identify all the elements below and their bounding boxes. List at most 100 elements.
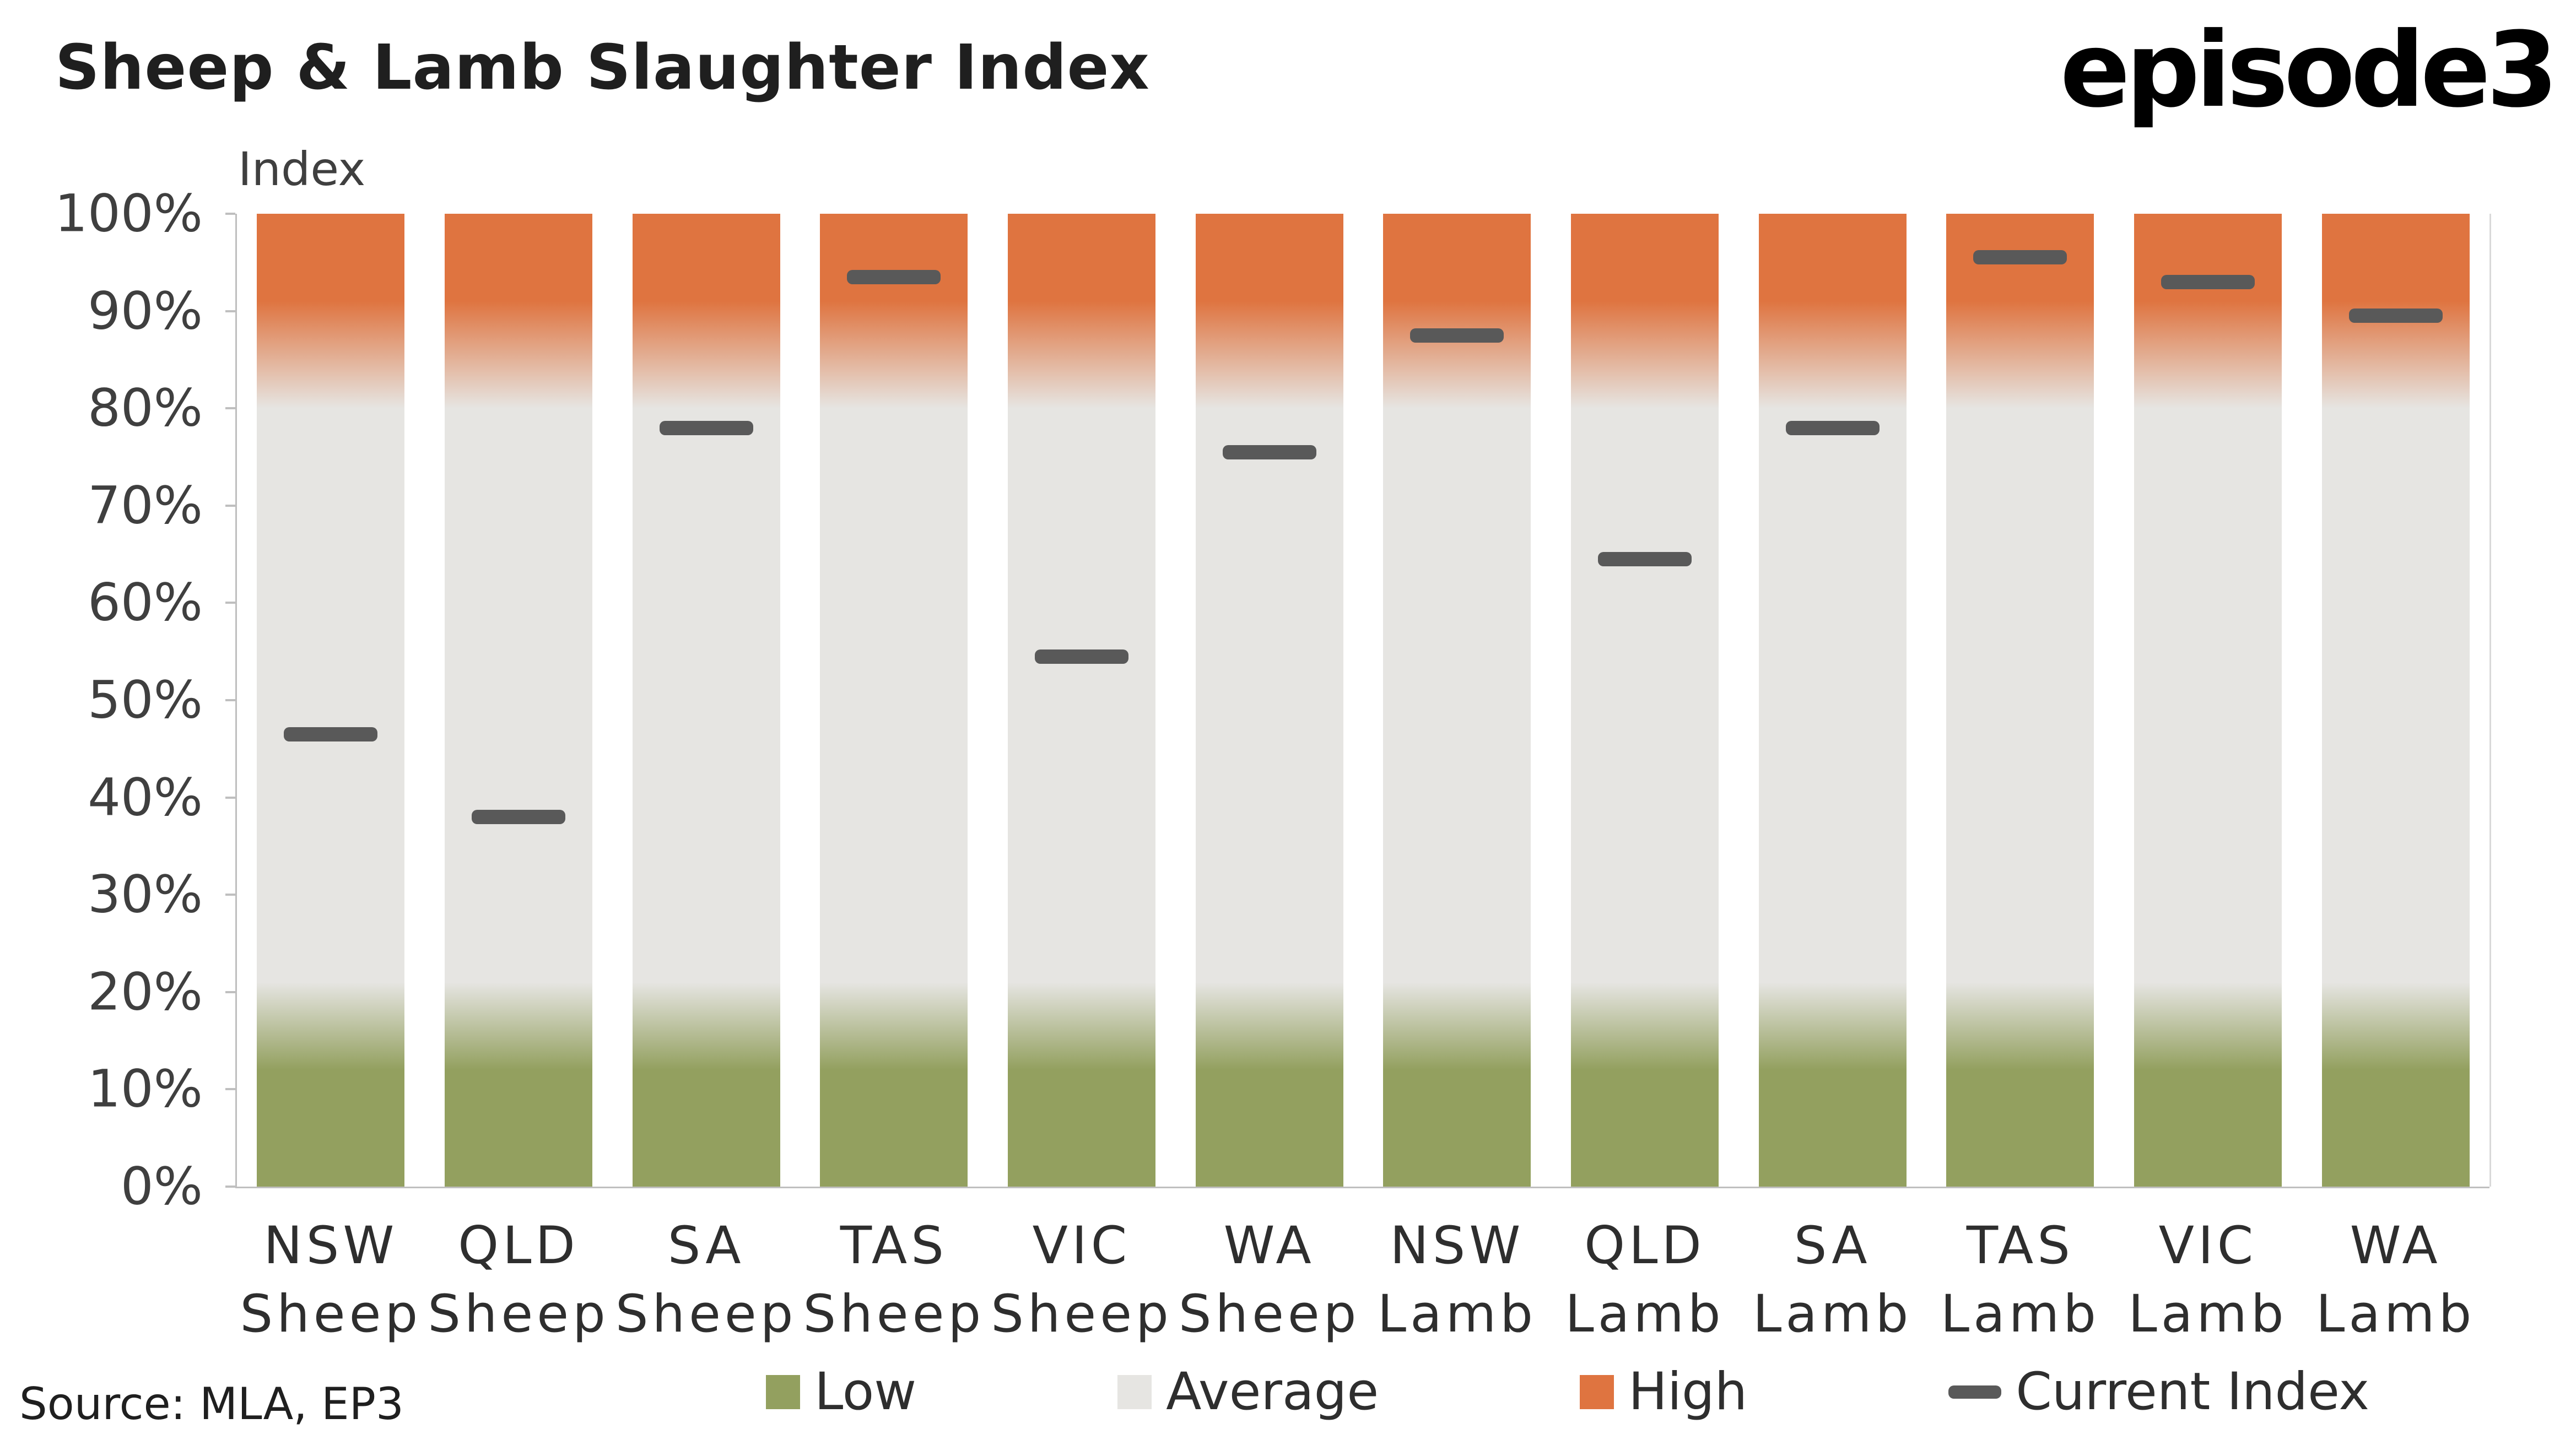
x-category-type: Lamb	[2316, 1284, 2476, 1344]
x-category-region: NSW	[263, 1216, 398, 1276]
chart-title: Sheep & Lamb Slaughter Index	[55, 32, 1150, 104]
legend-label: Current Index	[2016, 1362, 2369, 1422]
x-category-label: WA Lamb	[2302, 1212, 2489, 1349]
y-tick-mark	[225, 699, 235, 701]
legend: Low Average High Current Index	[766, 1362, 2369, 1422]
legend-label: High	[1628, 1362, 1748, 1422]
index-band-bar	[1383, 214, 1531, 1187]
y-axis-line	[235, 214, 237, 1187]
legend-swatch-low	[766, 1374, 800, 1409]
index-band-bar	[1571, 214, 1719, 1187]
x-category-type: Sheep	[428, 1284, 609, 1344]
y-tick-label: 20%	[88, 962, 203, 1022]
plot-right-border	[2489, 214, 2491, 1187]
current-index-marker	[1973, 250, 2067, 265]
y-tick-mark	[225, 310, 235, 312]
current-index-marker	[2161, 274, 2255, 289]
x-category-label: VIC Lamb	[2114, 1212, 2302, 1349]
y-tick-mark	[225, 894, 235, 896]
y-tick-mark	[225, 213, 235, 215]
legend-label: Average	[1166, 1362, 1379, 1422]
y-tick-label: 50%	[88, 670, 203, 730]
current-index-marker	[1785, 420, 1880, 435]
y-tick-label: 30%	[88, 864, 203, 925]
y-tick-label: 80%	[88, 378, 203, 439]
y-tick-label: 70%	[88, 475, 203, 536]
x-category-type: Sheep	[803, 1284, 985, 1344]
x-category-type: Lamb	[1377, 1284, 1537, 1344]
x-category-type: Sheep	[991, 1284, 1173, 1344]
y-tick-mark	[225, 407, 235, 410]
x-category-type: Sheep	[615, 1284, 797, 1344]
x-category-label: NSW Sheep	[237, 1212, 425, 1349]
x-category-type: Sheep	[240, 1284, 422, 1344]
index-band-bar	[2321, 214, 2470, 1187]
x-category-region: NSW	[1390, 1216, 1525, 1276]
x-category-region: WA	[2350, 1216, 2442, 1276]
source-note: Source: MLA, EP3	[19, 1378, 404, 1429]
legend-swatch-current-index	[1948, 1385, 2002, 1399]
x-category-region: SA	[1794, 1216, 1871, 1276]
index-band-bar	[1008, 214, 1155, 1187]
x-category-region: VIC	[2158, 1216, 2258, 1276]
x-category-region: VIC	[1032, 1216, 1131, 1276]
index-band-bar	[445, 214, 592, 1187]
legend-item-current-index: Current Index	[1948, 1362, 2369, 1422]
x-category-label: SA Lamb	[1738, 1212, 1926, 1349]
y-tick-label: 100%	[55, 183, 203, 244]
x-category-region: WA	[1223, 1216, 1315, 1276]
x-category-label: VIC Sheep	[988, 1212, 1176, 1349]
y-tick-mark	[225, 990, 235, 993]
legend-swatch-high	[1580, 1374, 1614, 1409]
x-category-region: SA	[667, 1216, 745, 1276]
x-category-label: QLD Sheep	[425, 1212, 613, 1349]
episode3-logo: episode3	[2060, 10, 2558, 131]
index-band-bar	[632, 214, 780, 1187]
index-band-bar	[1758, 214, 1907, 1187]
x-category-region: QLD	[1584, 1216, 1705, 1276]
y-tick-mark	[225, 504, 235, 507]
legend-swatch-average	[1117, 1374, 1152, 1409]
x-category-label: QLD Lamb	[1551, 1212, 1739, 1349]
current-index-marker	[472, 809, 565, 824]
current-index-marker	[1410, 328, 1504, 343]
x-axis-line	[235, 1187, 2489, 1188]
current-index-marker	[2348, 308, 2443, 323]
x-category-label: WA Sheep	[1175, 1212, 1363, 1349]
x-category-label: TAS Lamb	[1926, 1212, 2114, 1349]
x-category-label: NSW Lamb	[1363, 1212, 1551, 1349]
index-band-bar	[2134, 214, 2282, 1187]
y-tick-label: 40%	[88, 767, 203, 828]
y-tick-label: 10%	[88, 1059, 203, 1119]
index-band-bar	[257, 214, 405, 1187]
y-tick-mark	[225, 602, 235, 604]
y-tick-label: 90%	[88, 281, 203, 342]
x-category-region: TAS	[1966, 1216, 2074, 1276]
current-index-marker	[1222, 445, 1316, 459]
legend-item-high: High	[1580, 1362, 1747, 1422]
plot-area	[225, 213, 2491, 1188]
index-band-bar	[820, 214, 968, 1187]
y-tick-mark	[225, 1088, 235, 1091]
current-index-marker	[284, 727, 378, 741]
y-tick-mark	[225, 796, 235, 799]
y-tick-label: 0%	[120, 1156, 203, 1217]
current-index-marker	[1598, 551, 1692, 566]
y-axis-title: Index	[238, 142, 366, 196]
current-index-marker	[1035, 649, 1128, 664]
x-category-type: Lamb	[2128, 1284, 2288, 1344]
x-category-type: Lamb	[1940, 1284, 2100, 1344]
y-tick-mark	[225, 1186, 235, 1188]
legend-label: Low	[814, 1362, 917, 1422]
legend-item-low: Low	[766, 1362, 916, 1422]
current-index-marker	[659, 420, 753, 435]
x-category-type: Lamb	[1565, 1284, 1725, 1344]
y-axis-tick-labels: 0% 10% 20% 30% 40% 50% 60% 70% 80% 90% 100%	[0, 184, 203, 1217]
x-category-region: QLD	[458, 1216, 579, 1276]
x-category-type: Sheep	[1178, 1284, 1360, 1344]
legend-item-average: Average	[1117, 1362, 1379, 1422]
index-band-bar	[1946, 214, 2094, 1187]
y-tick-label: 60%	[88, 572, 203, 633]
x-axis-category-labels: NSW Sheep QLD Sheep SA Sheep TAS Sheep VIC Sheep W…	[237, 1212, 2489, 1355]
